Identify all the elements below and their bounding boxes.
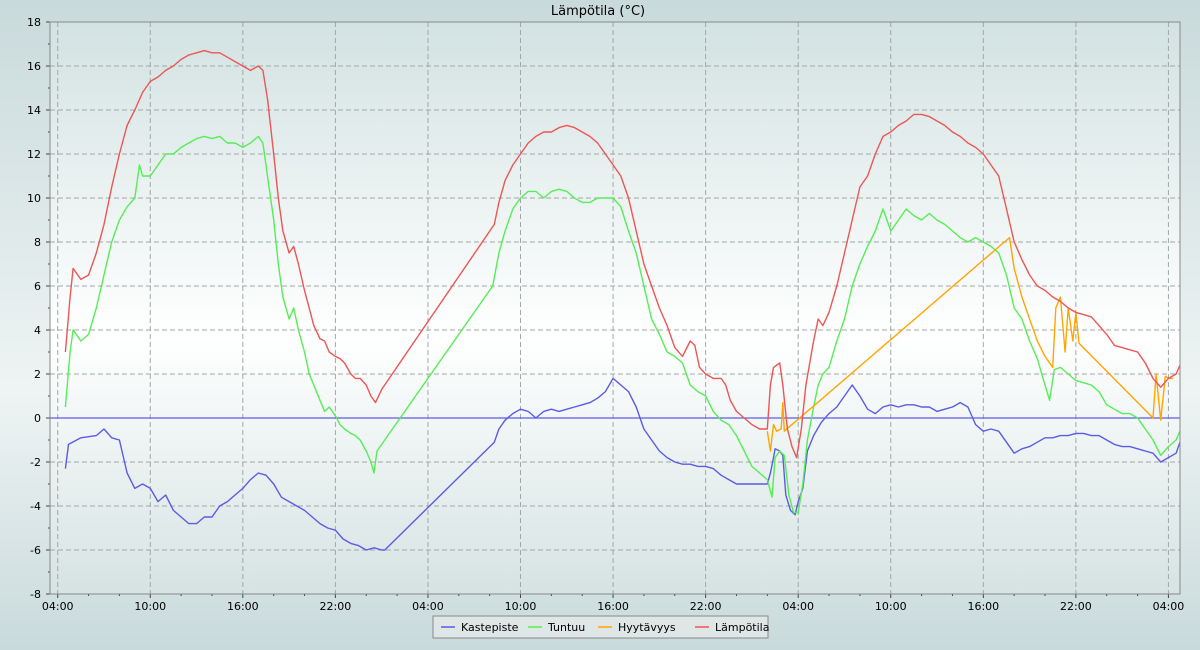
y-tick-label: -2 — [30, 456, 41, 469]
y-tick-label: 10 — [27, 192, 41, 205]
legend-entry: Hyytävyys — [598, 621, 676, 634]
y-tick-label: -4 — [30, 500, 41, 513]
axes: -8 -6 -4 -2 0 2 4 6 8 10 12 14 16 18 04:00 10:00 16:00 22… — [27, 16, 1184, 613]
y-tick-label: 4 — [34, 324, 41, 337]
legend-entry: Tuntuu — [528, 621, 585, 634]
y-tick-label: 12 — [27, 148, 41, 161]
series-line-3 — [64, 49, 1181, 459]
y-tick-label: -8 — [30, 588, 41, 601]
chart-title: Lämpötila (°C) — [551, 4, 645, 19]
x-tick-label: 16:00 — [967, 600, 999, 613]
x-tick-label: 22:00 — [690, 600, 722, 613]
x-tick-label: 04:00 — [1153, 600, 1185, 613]
series-lines — [50, 49, 1181, 551]
legend-entry: Lämpötila — [695, 621, 769, 634]
y-tick-label: 0 — [34, 412, 41, 425]
legend-label: Hyytävyys — [618, 621, 676, 634]
x-tick-label: 10:00 — [505, 600, 537, 613]
series-line-2 — [766, 236, 1174, 452]
legend-label: Lämpötila — [715, 621, 769, 634]
legend-label: Tuntuu — [547, 621, 585, 634]
y-tick-label: 14 — [27, 104, 41, 117]
y-tick-label: 16 — [27, 60, 41, 73]
x-tick-label: 10:00 — [875, 600, 907, 613]
legend-label: Kastepiste — [461, 621, 519, 634]
y-tick-label: -6 — [30, 544, 41, 557]
x-tick-label: 04:00 — [782, 600, 814, 613]
series-line-1 — [64, 135, 1181, 514]
x-tick-label: 22:00 — [1060, 600, 1092, 613]
y-tick-label: 18 — [27, 16, 41, 29]
x-tick-label: 22:00 — [320, 600, 352, 613]
y-tick-label: 6 — [34, 280, 41, 293]
legend-entry: Kastepiste — [441, 621, 519, 634]
legend: Kastepiste Tuntuu Hyytävyys Lämpötila — [432, 615, 769, 639]
x-tick-label: 04:00 — [42, 600, 74, 613]
x-tick-label: 16:00 — [227, 600, 259, 613]
x-tick-label: 10:00 — [134, 600, 166, 613]
x-tick-label: 04:00 — [412, 600, 444, 613]
x-tick-label: 16:00 — [597, 600, 629, 613]
y-tick-label: 8 — [34, 236, 41, 249]
y-tick-label: 2 — [34, 368, 41, 381]
series-line-0 — [64, 377, 1181, 551]
